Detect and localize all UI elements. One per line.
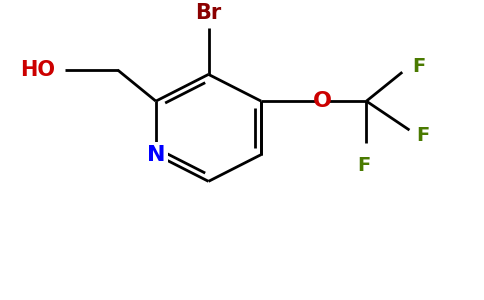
Text: N: N (147, 145, 165, 165)
Text: O: O (313, 91, 332, 111)
Text: F: F (357, 155, 371, 175)
Text: F: F (412, 57, 425, 76)
Text: Br: Br (196, 3, 222, 23)
Text: F: F (417, 126, 430, 146)
Text: HO: HO (20, 60, 55, 80)
